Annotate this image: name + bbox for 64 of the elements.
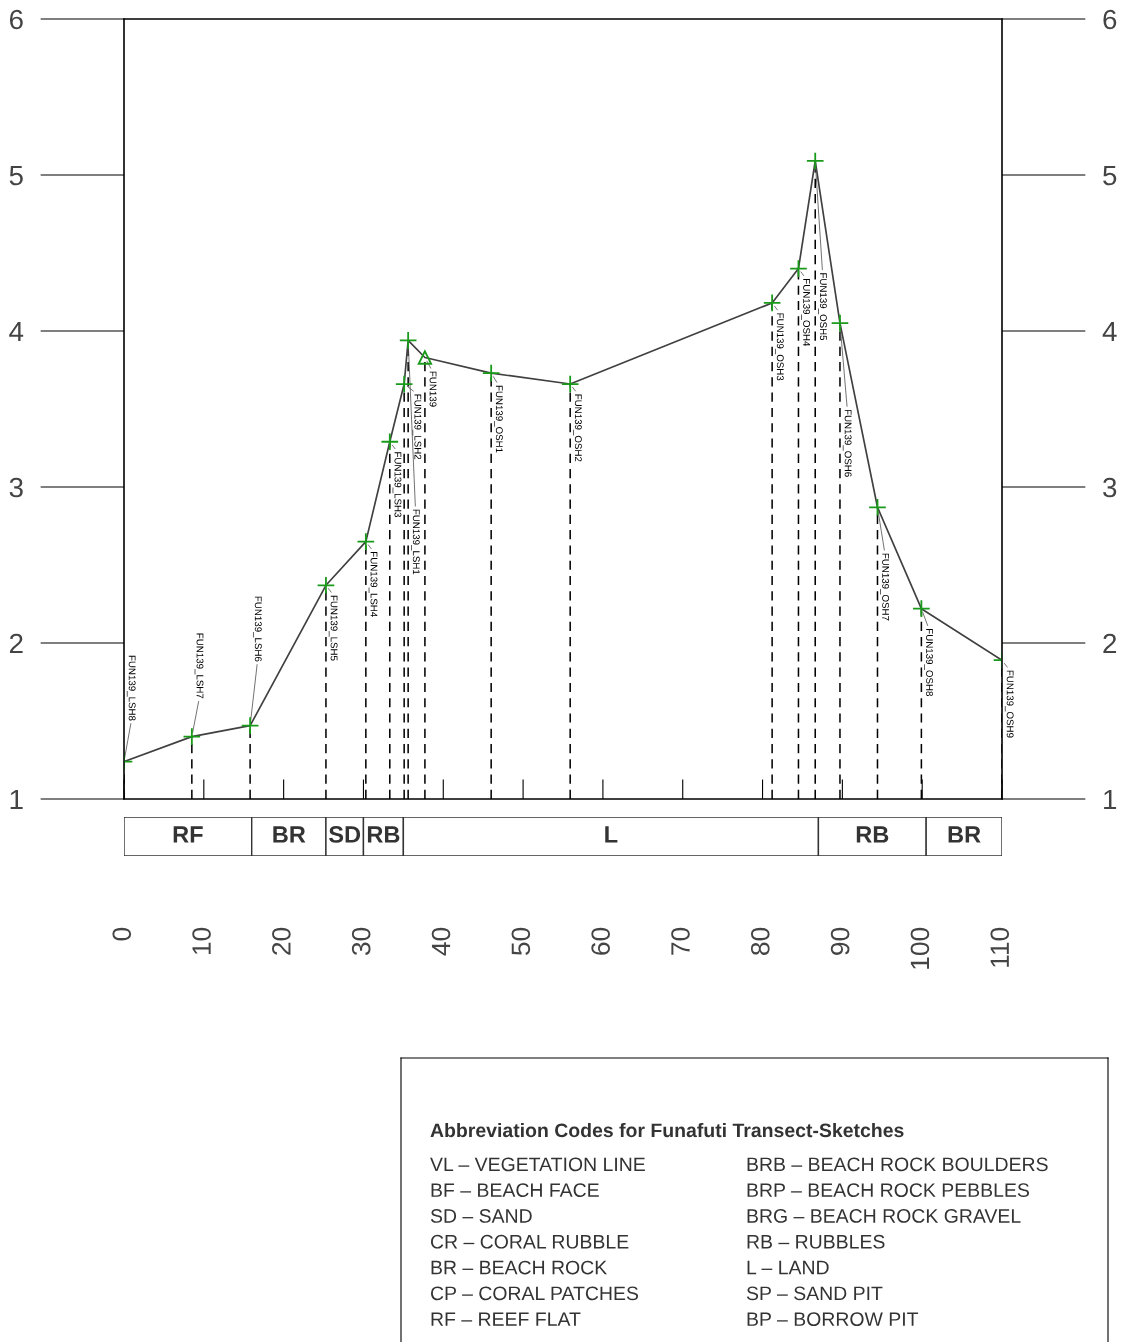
text: BRG – BEACH ROCK GRAVEL [747, 1209, 1021, 1223]
annotation: FUN139_LSH8 [126, 655, 136, 721]
annotation: FUN139_OSH3 [774, 313, 784, 381]
text: CR – CORAL RUBBLE [430, 1234, 629, 1249]
annotation: FUN139_LSH4 [368, 552, 378, 617]
annotation: FUN139_OSH9 [1004, 670, 1014, 738]
text: VL – VEGETATION LINE [430, 1157, 645, 1172]
x-tick-label: 70 [671, 927, 690, 955]
y2-tick-label: 3 [1103, 477, 1117, 498]
x-tick-label: 30 [351, 927, 371, 956]
annotation: FUN139_OSH2 [573, 394, 582, 462]
y-tick-label: 2 [9, 633, 23, 654]
annotation: FUN139_OSH6 [842, 409, 852, 477]
text: BP – BORROW PIT [747, 1312, 919, 1327]
y2-tick-label: 4 [1102, 321, 1117, 342]
x-tick-label: 110 [990, 927, 1010, 967]
x-tick-label: 40 [431, 927, 451, 956]
text: SP – SAND PIT [746, 1286, 883, 1301]
text: Abbreviation Codes for Funafuti Transect-Sketches [430, 1122, 904, 1138]
annotation: FUN139_LSH6 [252, 596, 262, 662]
text: CP – CORAL PATCHES [430, 1286, 639, 1301]
series-label: RB [367, 826, 400, 843]
series-label: RB [856, 826, 889, 843]
x-tick-label: 80 [750, 927, 770, 955]
x-tick-label: 100 [910, 927, 930, 969]
annotation: FUN139_LSH7 [194, 633, 204, 699]
text: BR – BEACH ROCK [431, 1260, 607, 1275]
y2-tick-label: 5 [1103, 165, 1117, 186]
y-tick-label: 4 [9, 321, 24, 342]
text: L – LAND [747, 1260, 829, 1275]
series-label: L [605, 826, 618, 843]
series-label: SD [328, 826, 361, 843]
x-tick-label: 10 [192, 927, 211, 955]
annotation: FUN139_LSH2 [412, 394, 422, 460]
text: BRB – BEACH ROCK BOULDERS [747, 1157, 1048, 1172]
x-tick-label: 60 [591, 927, 610, 955]
y-tick-label: 3 [9, 477, 23, 498]
series-label: BR [273, 826, 306, 843]
x-tick-label: 90 [830, 927, 850, 955]
text: SD – SAND [430, 1209, 532, 1223]
annotation: FUN139_LSH3 [392, 452, 402, 517]
x-tick-label: 20 [272, 927, 291, 955]
text: BF – BEACH FACE [431, 1183, 599, 1198]
annotation: FUN139 [429, 371, 437, 407]
y-tick-label: 1 [10, 789, 23, 810]
y-tick-label: 6 [9, 9, 23, 30]
annotation: FUN139_OSH5 [818, 273, 827, 341]
series-label: BR [948, 826, 981, 843]
annotation: FUN139_OSH1 [494, 385, 503, 453]
annotation: FUN139_LSH1 [411, 509, 420, 575]
x-tick-label: 0 [112, 927, 132, 941]
text: RB – RUBBLES [747, 1234, 885, 1249]
y2-tick-label: 6 [1103, 9, 1117, 30]
y-tick-label: 5 [9, 165, 23, 186]
y2-tick-label: 2 [1103, 633, 1117, 654]
series-label: RF [173, 826, 203, 843]
text: BRP – BEACH ROCK PEBBLES [747, 1183, 1029, 1198]
annotation: FUN139_LSH5 [328, 595, 338, 661]
annotation: FUN139_OSH4 [801, 279, 811, 347]
text: RF – REEF FLAT [431, 1312, 581, 1326]
annotation: FUN139_OSH8 [924, 629, 933, 696]
y2-tick-label: 1 [1104, 789, 1117, 810]
annotation: FUN139_OSH7 [880, 553, 890, 621]
x-tick-label: 50 [511, 927, 531, 956]
